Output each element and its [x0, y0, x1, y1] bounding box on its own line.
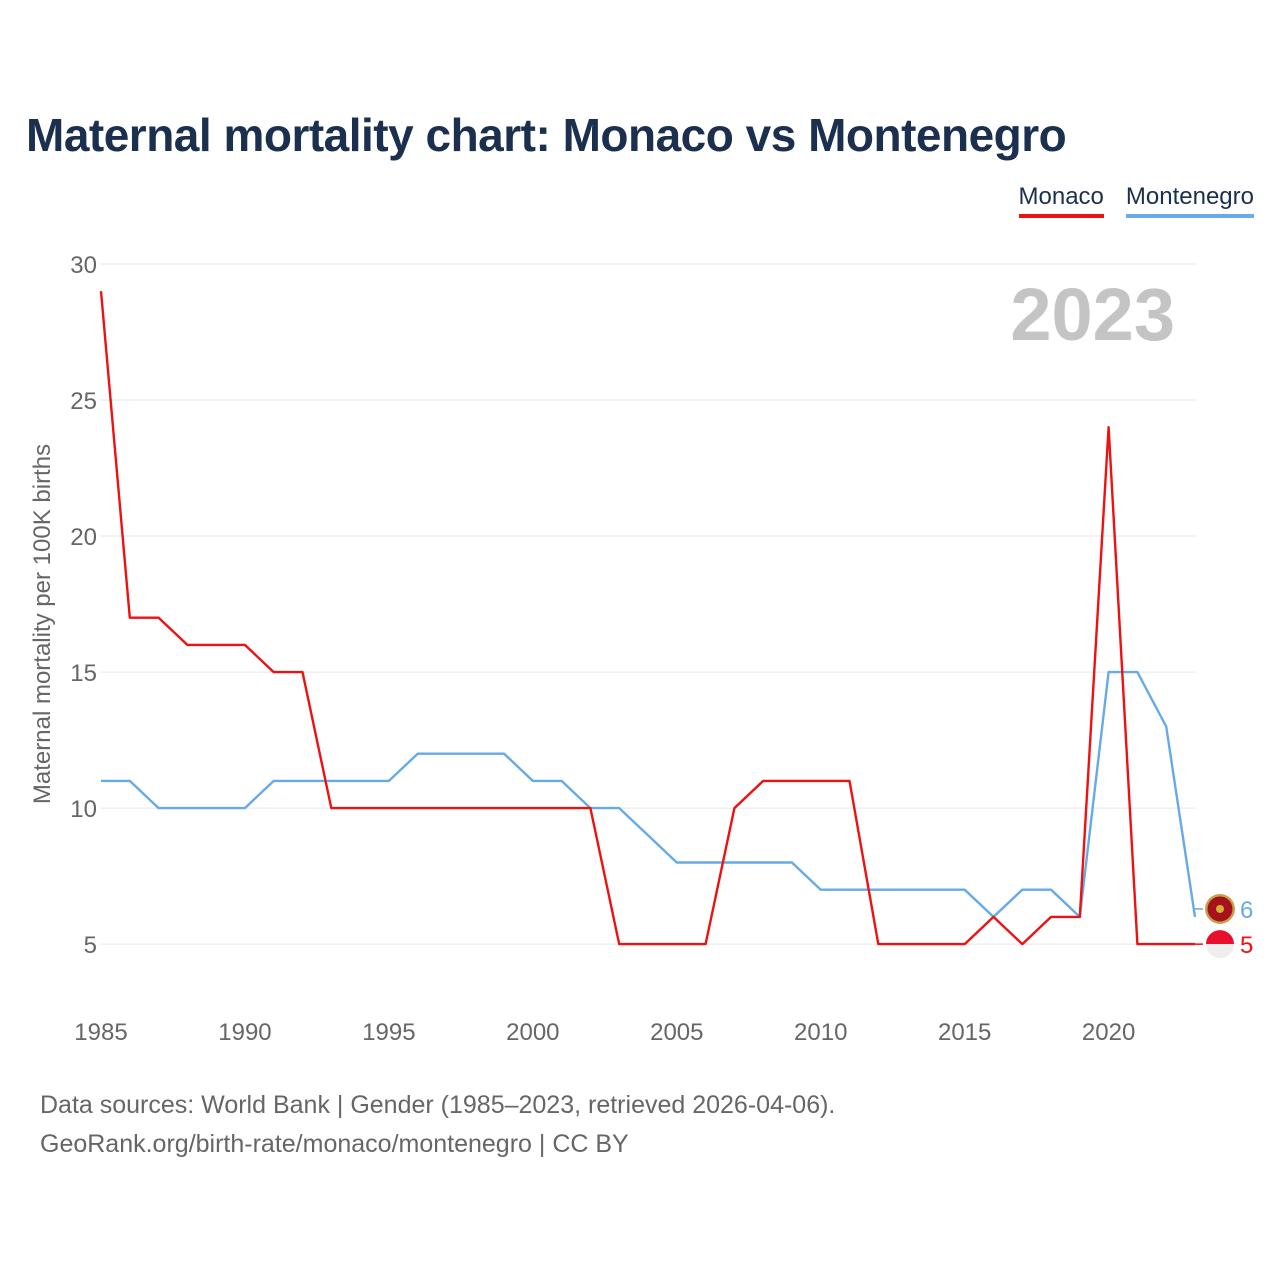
- end-value-label-montenegro: 6: [1240, 897, 1253, 924]
- credit-link[interactable]: GeoRank.org/birth-rate/monaco/montenegro…: [40, 1130, 629, 1158]
- legend: Monaco Montenegro: [1018, 182, 1254, 218]
- x-tick-label: 1985: [74, 1019, 127, 1046]
- x-tick-label: 2010: [794, 1019, 847, 1046]
- monaco-flag-icon: [1206, 930, 1234, 945]
- monaco-flag-icon: [1206, 944, 1234, 959]
- x-tick-label: 2005: [650, 1019, 703, 1046]
- y-tick-label: 5: [84, 932, 97, 959]
- y-axis-title: Maternal mortality per 100K births: [29, 444, 56, 804]
- legend-item-montenegro[interactable]: Montenegro: [1125, 182, 1254, 218]
- y-tick-label: 15: [70, 660, 97, 687]
- x-tick-label: 2000: [506, 1019, 559, 1046]
- year-label: 2023: [1010, 273, 1175, 356]
- series-line-montenegro: [101, 670, 1197, 919]
- legend-item-monaco[interactable]: Monaco: [1018, 182, 1104, 218]
- footer: Data sources: World Bank | Gender (1985–…: [40, 1086, 835, 1164]
- x-tick-label: 2020: [1082, 1019, 1135, 1046]
- line-chart: 5 10 15 20 25 30 1985 1990 1995 2000 2005 2010 2015 2…: [29, 252, 1253, 1046]
- x-tick-label: 1990: [218, 1019, 271, 1046]
- y-tick-label: 30: [70, 252, 97, 279]
- data-source-note: Data sources: World Bank | Gender (1985–…: [40, 1091, 836, 1119]
- y-tick-label: 10: [70, 796, 97, 823]
- x-tick-label: 1995: [362, 1019, 415, 1046]
- y-tick-label: 20: [70, 524, 97, 551]
- y-tick-label: 25: [70, 388, 97, 415]
- end-value-label-monaco: 5: [1240, 932, 1253, 959]
- chart-title: Maternal mortality chart: Monaco vs Mont…: [26, 109, 1067, 161]
- montenegro-emblem-icon: [1216, 904, 1224, 913]
- series-line-monaco: [99, 291, 1195, 946]
- x-tick-label: 2015: [938, 1019, 991, 1046]
